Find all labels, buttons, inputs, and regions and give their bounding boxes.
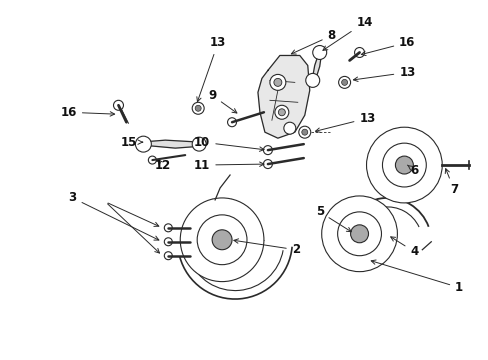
- Circle shape: [164, 224, 172, 232]
- Circle shape: [192, 137, 206, 151]
- Text: 4: 4: [390, 237, 418, 258]
- Circle shape: [298, 126, 310, 138]
- Circle shape: [263, 159, 272, 168]
- Circle shape: [301, 129, 307, 135]
- Text: 13: 13: [315, 112, 375, 132]
- Text: 1: 1: [370, 260, 462, 294]
- Circle shape: [135, 136, 151, 152]
- Text: 10: 10: [194, 136, 264, 151]
- Circle shape: [350, 225, 368, 243]
- Text: 14: 14: [322, 16, 372, 50]
- Circle shape: [164, 238, 172, 246]
- Circle shape: [337, 212, 381, 256]
- Text: 3: 3: [68, 192, 159, 240]
- Text: 5: 5: [315, 205, 350, 232]
- Text: 11: 11: [194, 158, 264, 172]
- Circle shape: [164, 252, 172, 260]
- Circle shape: [321, 196, 397, 272]
- Text: 9: 9: [207, 89, 236, 113]
- Text: 2: 2: [233, 239, 299, 256]
- Circle shape: [305, 73, 319, 87]
- Circle shape: [395, 156, 412, 174]
- Circle shape: [212, 230, 232, 250]
- Circle shape: [192, 102, 203, 114]
- Text: 15: 15: [120, 136, 142, 149]
- Circle shape: [113, 100, 123, 110]
- Circle shape: [227, 118, 236, 127]
- Polygon shape: [140, 140, 202, 148]
- Circle shape: [197, 215, 246, 265]
- Circle shape: [263, 146, 272, 154]
- Circle shape: [269, 75, 285, 90]
- Text: 16: 16: [61, 106, 114, 119]
- Circle shape: [273, 78, 281, 86]
- Text: 6: 6: [407, 163, 418, 176]
- Circle shape: [195, 105, 201, 111]
- Polygon shape: [311, 50, 321, 82]
- Circle shape: [341, 80, 347, 85]
- Text: 13: 13: [197, 36, 226, 102]
- Circle shape: [312, 45, 326, 59]
- Text: 7: 7: [445, 168, 457, 197]
- Circle shape: [274, 105, 288, 119]
- Text: 13: 13: [353, 66, 415, 81]
- Circle shape: [180, 198, 264, 282]
- Circle shape: [366, 127, 441, 203]
- Text: 8: 8: [291, 29, 335, 54]
- Circle shape: [354, 48, 364, 58]
- Polygon shape: [258, 55, 309, 138]
- Circle shape: [278, 109, 285, 116]
- Circle shape: [338, 76, 350, 88]
- Circle shape: [148, 156, 156, 164]
- Text: 16: 16: [361, 36, 415, 55]
- Circle shape: [382, 143, 426, 187]
- Text: 12: 12: [154, 158, 170, 172]
- Circle shape: [283, 122, 295, 134]
